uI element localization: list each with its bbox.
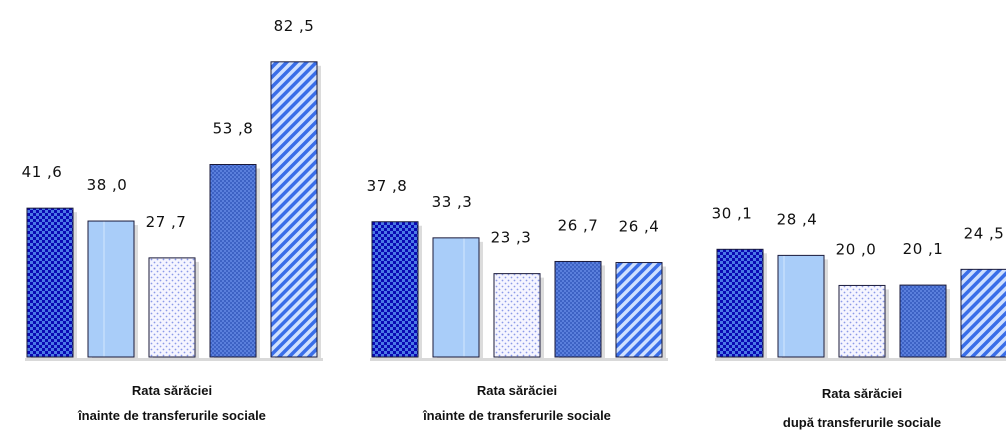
bars-layer — [25, 61, 1006, 361]
category-label-line1: Rata sărăciei — [822, 386, 902, 401]
value-label: 26 ,4 — [619, 218, 660, 236]
category-label-line1: Rata sărăciei — [477, 383, 557, 398]
value-label: 20 ,1 — [903, 240, 944, 258]
bar-g2-s1 — [371, 221, 419, 358]
value-label: 37 ,8 — [367, 177, 408, 195]
value-label: 26 ,7 — [558, 216, 599, 234]
category-label-line1: Rata sărăciei — [132, 383, 212, 398]
value-label: 53 ,8 — [213, 120, 254, 138]
value-label: 24 ,5 — [964, 224, 1005, 242]
category-label-line2: după transferurile sociale — [783, 415, 941, 430]
value-label: 30 ,1 — [712, 204, 753, 222]
bar-g2-s5 — [615, 262, 663, 358]
category-label-line2: înainte de transferurile sociale — [422, 408, 611, 423]
bar-g2-s4 — [554, 260, 602, 358]
group-baseline — [25, 358, 323, 361]
bar-g1-s5 — [270, 61, 318, 358]
value-label: 33 ,3 — [432, 193, 473, 211]
bar-g3-s5 — [960, 268, 1006, 358]
bar-g1-s1 — [26, 207, 74, 358]
value-label: 82 ,5 — [274, 17, 315, 35]
bar-g3-s2 — [777, 254, 825, 358]
labels-layer: 41 ,6 38 ,0 27 ,7 53 ,8 82 ,5 Rata sărăciei în… — [22, 17, 1005, 430]
bar-g1-s4 — [209, 164, 257, 358]
category-label-line2: înainte de transferurile sociale — [77, 408, 266, 423]
bar-g3-s3 — [838, 284, 886, 358]
bar-g2-s3 — [493, 273, 541, 358]
value-label: 38 ,0 — [87, 176, 128, 194]
value-label: 28 ,4 — [777, 210, 818, 228]
value-label: 20 ,0 — [836, 240, 877, 258]
bar-g3-s1 — [716, 248, 764, 358]
value-label: 23 ,3 — [491, 229, 532, 247]
bar-g1-s3 — [148, 257, 196, 358]
group-baseline — [715, 358, 1006, 361]
bar-g2-s2 — [432, 237, 480, 358]
bar-g3-s4 — [899, 284, 947, 358]
bar-g1-s2 — [87, 220, 135, 358]
value-label: 41 ,6 — [22, 163, 63, 181]
group-baseline — [370, 358, 668, 361]
value-label: 27 ,7 — [146, 213, 187, 231]
